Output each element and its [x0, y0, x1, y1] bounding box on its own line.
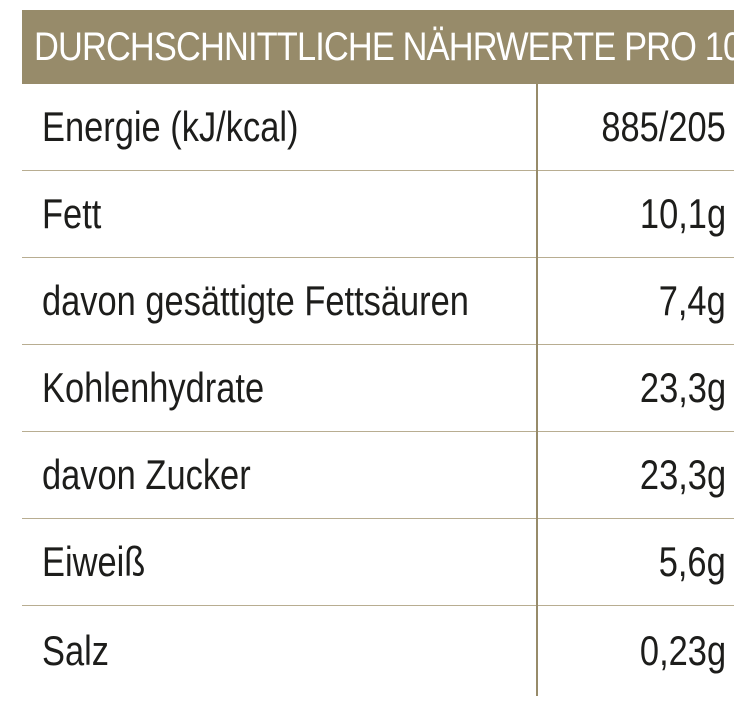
row-value-text: 7,4g: [658, 277, 726, 324]
row-value-text: 10,1g: [639, 190, 726, 237]
table-row: Eiweiß 5,6g: [22, 519, 734, 606]
row-value: 10,1g: [621, 171, 726, 257]
row-value-text: 23,3g: [639, 451, 726, 498]
row-value: 7,4g: [644, 258, 726, 344]
nutrition-table: DURCHSCHNITTLICHE NÄHRWERTE PRO 100G Ene…: [22, 10, 734, 696]
row-value: 23,3g: [621, 432, 726, 518]
table-row: Kohlenhydrate 23,3g: [22, 345, 734, 432]
row-value: 23,3g: [621, 345, 726, 431]
row-label: Salz: [42, 606, 124, 696]
table-row: Energie (kJ/kcal) 885/205: [22, 84, 734, 171]
row-label-text: Energie (kJ/kcal): [42, 103, 299, 150]
row-label-text: Salz: [42, 627, 109, 674]
row-label: davon Zucker: [42, 432, 296, 518]
row-label-text: Kohlenhydrate: [42, 364, 265, 411]
row-value-text: 5,6g: [658, 538, 726, 585]
column-divider: [536, 84, 538, 696]
table-row: Salz 0,23g: [22, 606, 734, 696]
row-value: 885/205: [574, 84, 726, 170]
row-value-text: 885/205: [601, 103, 726, 150]
row-value: 5,6g: [644, 519, 726, 605]
row-label: Fett: [42, 171, 114, 257]
row-value-text: 23,3g: [639, 364, 726, 411]
row-label: Energie (kJ/kcal): [42, 84, 355, 170]
table-row: Fett 10,1g: [22, 171, 734, 258]
row-value-text: 0,23g: [639, 627, 726, 674]
row-value: 0,23g: [621, 606, 726, 696]
row-label: Kohlenhydrate: [42, 345, 313, 431]
table-row: davon gesättigte Fettsäuren 7,4g: [22, 258, 734, 345]
row-label-text: davon gesättigte Fettsäuren: [42, 277, 469, 324]
row-label-text: Eiweiß: [42, 538, 146, 585]
row-label-text: Fett: [42, 190, 102, 237]
table-body: Energie (kJ/kcal) 885/205 Fett 10,1g dav…: [22, 84, 734, 696]
row-label: davon gesättigte Fettsäuren: [42, 258, 563, 344]
table-row: davon Zucker 23,3g: [22, 432, 734, 519]
row-label: Eiweiß: [42, 519, 168, 605]
table-header-label: DURCHSCHNITTLICHE NÄHRWERTE PRO 100G: [34, 24, 734, 69]
table-header: DURCHSCHNITTLICHE NÄHRWERTE PRO 100G: [22, 10, 734, 84]
row-label-text: davon Zucker: [42, 451, 251, 498]
